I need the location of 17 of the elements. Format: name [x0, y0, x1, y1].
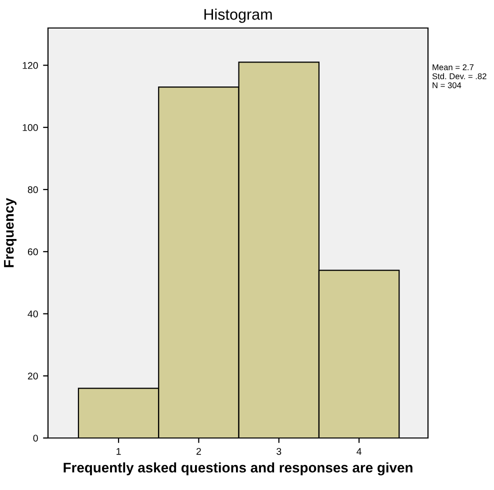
y-tick-label: 60: [28, 248, 38, 256]
y-axis-title: Frequency: [4, 198, 17, 268]
x-tick-label: 2: [196, 448, 201, 455]
y-tick-label: 100: [22, 124, 38, 132]
x-tick-label: 4: [356, 448, 362, 455]
y-tick-label: 40: [28, 310, 38, 318]
x-tick-label: 3: [276, 448, 282, 455]
chart-title: Histogram: [204, 8, 272, 23]
x-axis-title: Frequently asked questions and responses are given: [64, 462, 412, 476]
y-tick-label: 0: [33, 434, 38, 442]
text: Mean = 2.7: [432, 64, 474, 70]
text: N = 304: [432, 82, 462, 88]
x-tick-label: 1: [116, 448, 121, 455]
y-tick-label: 20: [28, 372, 38, 380]
text: Std. Dev. = .82: [432, 73, 486, 80]
y-tick-label: 120: [22, 62, 38, 69]
y-tick-label: 80: [28, 186, 38, 194]
